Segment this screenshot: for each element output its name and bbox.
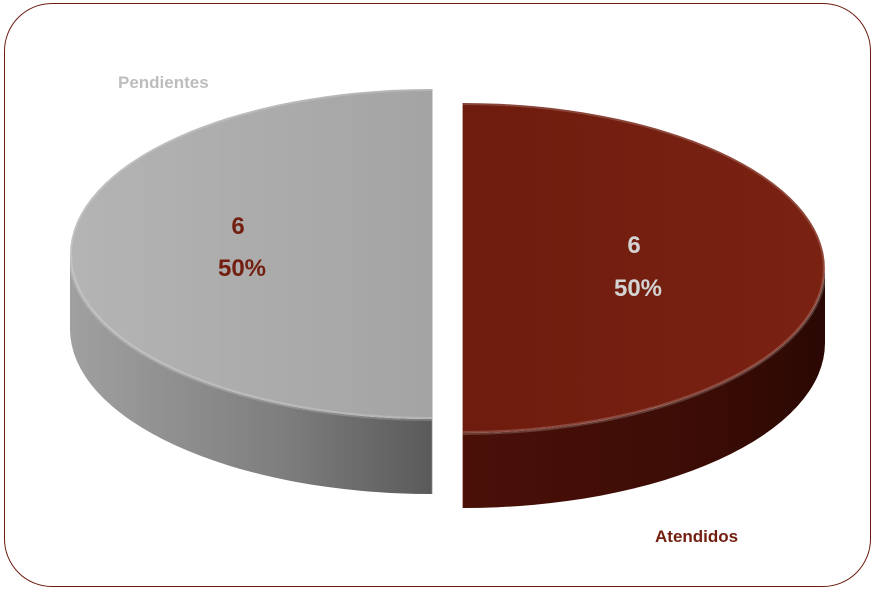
- data-label-percent-pendientes: 50%: [218, 255, 266, 282]
- data-label-value-atendidos: 6: [627, 232, 640, 259]
- data-label-percent-atendidos: 50%: [614, 275, 662, 302]
- legend-label-atendidos: Atendidos: [655, 527, 738, 546]
- pie-labels: Pendientes Atendidos 6 50% 6 50%: [118, 73, 738, 546]
- data-label-value-pendientes: 6: [231, 213, 244, 240]
- pie-slice-pendientes: [70, 89, 432, 419]
- pie-slice-side-atendidos: [463, 268, 825, 508]
- pie-slice-rim-pendientes: [68, 87, 433, 421]
- pie-slices: [68, 87, 827, 508]
- pie-slice-atendidos: [463, 103, 825, 433]
- pie-slice-rim-atendidos: [462, 101, 827, 435]
- legend-label-pendientes: Pendientes: [118, 73, 209, 92]
- pie-slice-side-pendientes: [70, 254, 432, 494]
